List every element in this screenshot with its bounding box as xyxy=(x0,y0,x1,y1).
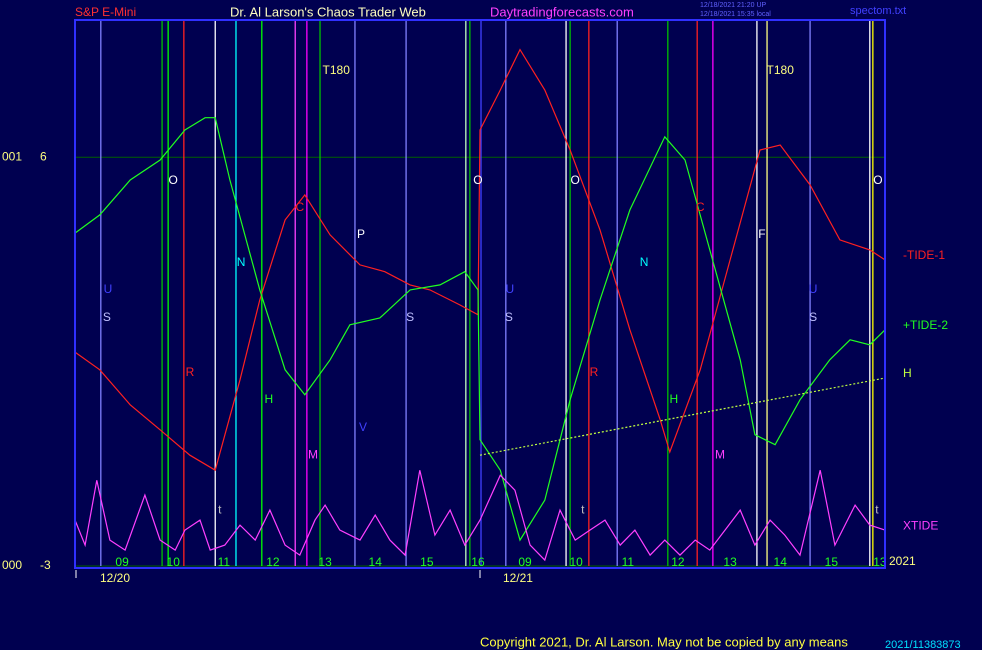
x-tick-label: 11 xyxy=(218,555,231,569)
annotation: M xyxy=(308,447,318,461)
plot: 6 001 -3 000 09 10 11 12 13 14 15 16 09 10 11 12 13 14 15 1… xyxy=(2,21,948,585)
series-line xyxy=(74,117,886,542)
annotation: U xyxy=(104,282,113,296)
annotation: t xyxy=(218,502,222,516)
series-line xyxy=(74,48,886,472)
copyright: Copyright 2021, Dr. Al Larson. May not b… xyxy=(480,634,848,649)
annotation: O xyxy=(873,173,882,187)
stamp: 12/18/2021 15:35 local xyxy=(700,11,771,18)
site-title: Dr. Al Larson's Chaos Trader Web xyxy=(230,4,426,19)
date-label: 12/20 xyxy=(100,571,130,585)
annotation: R xyxy=(186,365,195,379)
x-tick-label: 10 xyxy=(167,555,181,569)
x-tick-label: 09 xyxy=(115,555,129,569)
x-tick-label: 13 xyxy=(873,555,887,569)
annotation: U xyxy=(506,282,515,296)
code: 2021/11383873 xyxy=(885,639,961,650)
x-tick-label: 11 xyxy=(622,555,635,569)
annotation: H xyxy=(265,392,274,406)
url: Daytradingforecasts.com xyxy=(490,4,634,19)
annotation: N xyxy=(640,255,649,269)
x-tick-label: 12 xyxy=(266,555,280,569)
legend-label: H xyxy=(903,366,912,380)
annotation: O xyxy=(571,173,580,187)
annotation: H xyxy=(670,392,679,406)
annotation: t xyxy=(581,502,585,516)
x-tick-label: 13 xyxy=(318,555,332,569)
stamp: 12/18/2021 21:20 UP xyxy=(700,2,766,9)
annotation: t xyxy=(875,502,879,516)
file-name: spectom.txt xyxy=(850,5,906,17)
y-tick-label: 6 xyxy=(40,149,47,163)
annotation: T180 xyxy=(323,63,351,77)
annotation: S xyxy=(505,310,513,324)
series-line xyxy=(74,470,886,562)
annotation: C xyxy=(696,200,705,214)
annotation: P xyxy=(357,227,365,241)
annotation: M xyxy=(715,447,725,461)
x-tick-label: 10 xyxy=(570,555,584,569)
date-label: 12/21 xyxy=(503,571,533,585)
annotation: C xyxy=(295,200,304,214)
annotation: U xyxy=(809,282,818,296)
instrument: S&P E-Mini xyxy=(75,5,136,19)
series-line xyxy=(479,377,886,456)
y-tick-label: -3 xyxy=(40,558,51,572)
y-tick-prefix: 001 xyxy=(2,149,22,163)
y-tick-prefix: 000 xyxy=(2,558,22,572)
legend-label: -TIDE-1 xyxy=(903,248,945,262)
annotation: O xyxy=(473,173,482,187)
x-tick-label: 13 xyxy=(723,555,737,569)
x-tick-label: 14 xyxy=(774,555,788,569)
annotation: R xyxy=(590,365,599,379)
annotation: T180 xyxy=(767,63,795,77)
annotation: N xyxy=(237,255,246,269)
plot-border xyxy=(74,19,886,569)
x-tick-label: 16 xyxy=(471,555,485,569)
annotation: S xyxy=(406,310,414,324)
annotation: O xyxy=(169,173,178,187)
x-tick-label: 15 xyxy=(420,555,434,569)
x-tick-label: 09 xyxy=(518,555,532,569)
annotation: V xyxy=(359,420,367,434)
x-tick-label: 15 xyxy=(825,555,839,569)
annotation: S xyxy=(103,310,111,324)
annotation: F xyxy=(758,227,765,241)
legend-label: +TIDE-2 xyxy=(903,318,948,332)
legend-label: XTIDE xyxy=(903,518,938,532)
x-tick-label: 12 xyxy=(671,555,685,569)
x-tick-label: 14 xyxy=(369,555,383,569)
annotation: S xyxy=(809,310,817,324)
year-label: 2021 xyxy=(889,554,916,568)
